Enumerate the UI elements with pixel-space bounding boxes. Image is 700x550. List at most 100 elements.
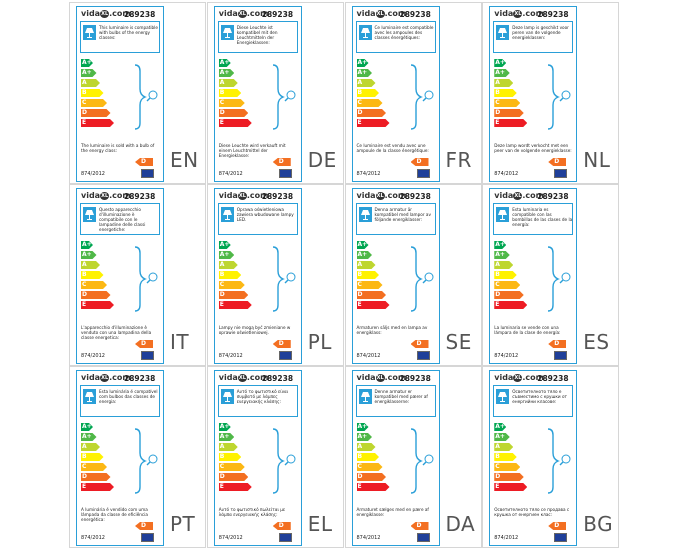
info-box: This luminaire is compatible with bulbs …	[80, 21, 160, 53]
eu-flag	[416, 533, 430, 542]
brand-logo: vidaXL.com	[81, 191, 131, 200]
class-bar: A++	[357, 59, 369, 67]
top-text: This luminaire is compatible with bulbs …	[99, 25, 158, 40]
logo-suffix: .com	[522, 9, 545, 18]
class-letter: A	[357, 79, 363, 86]
class-letter: C	[82, 99, 87, 106]
bottom-text: Осветителното тяло се продава с крушка о…	[494, 507, 570, 517]
eu-flag	[278, 351, 292, 360]
class-bar: A	[81, 79, 100, 87]
class-bar: D	[357, 291, 387, 299]
class-bar: E	[219, 119, 252, 127]
class-bar: A++	[357, 241, 369, 249]
class-letter: C	[219, 99, 225, 106]
class-letter: D	[82, 291, 87, 298]
class-bar: A	[494, 443, 513, 451]
class-letter: A+	[219, 433, 230, 440]
class-letter: A+	[219, 69, 230, 76]
class-letter: A++	[495, 423, 510, 430]
language-code: EN	[170, 148, 199, 172]
brace-bulb	[410, 246, 433, 312]
class-letter: D	[357, 291, 363, 298]
energy-label: vidaXL.com 289238 Diese Leuchte ist kompat…	[213, 6, 302, 182]
class-bar: A	[219, 443, 238, 451]
language-code: DE	[307, 148, 337, 172]
class-letter: A	[219, 261, 225, 268]
rating-letter: D	[141, 522, 146, 529]
class-bar: A+	[219, 69, 235, 77]
model-number: 289238	[399, 192, 431, 201]
bottom-text: L'apparecchio d'illuminazione è venduto …	[81, 325, 152, 340]
rating-letter: D	[416, 340, 422, 347]
label-cell: vidaXL.com 289238 Ce luminaire est compati…	[344, 2, 482, 184]
brand-logo: vidaXL.com	[219, 191, 269, 200]
logo-prefix: vida	[356, 191, 376, 200]
class-letter: A+	[495, 251, 505, 258]
class-letter: E	[82, 301, 87, 308]
class-letter: A+	[82, 433, 92, 440]
class-bar: A	[81, 443, 100, 451]
logo-suffix: .com	[109, 9, 131, 18]
rating-arrow: D	[135, 340, 153, 348]
class-letter: A+	[495, 433, 505, 440]
class-letter: D	[357, 109, 363, 116]
rating-letter: D	[416, 158, 422, 165]
class-bar: C	[357, 99, 383, 107]
info-box: Questo apparecchio d'illuminazione è com…	[80, 203, 160, 235]
lamp-icon	[83, 25, 96, 40]
rating-letter: D	[141, 340, 146, 347]
logo-mark: XL	[375, 10, 385, 18]
logo-suffix: .com	[246, 9, 269, 18]
label-cell: vidaXL.com 289238 Deze lamp is geschikt vo…	[482, 2, 620, 184]
brace-bulb	[272, 428, 296, 494]
class-letter: D	[495, 291, 501, 298]
class-bar: A	[219, 79, 238, 87]
logo-prefix: vida	[218, 191, 238, 200]
logo-mark: XL	[513, 10, 523, 18]
logo-suffix: .com	[384, 373, 407, 382]
energy-label: vidaXL.com 289238 Ce luminaire est compati…	[351, 6, 440, 182]
bottom-text: The luminaire is sold with a bulb of the…	[81, 143, 155, 153]
class-bar: A	[494, 261, 513, 269]
class-letter: B	[495, 89, 500, 96]
eu-flag	[416, 351, 430, 360]
eu-flag	[554, 169, 568, 178]
class-bar: A	[357, 443, 376, 451]
logo-prefix: vida	[356, 373, 376, 382]
language-code: IT	[170, 330, 190, 354]
energy-label: vidaXL.com 289238 Questo apparecchio d'ill…	[76, 188, 164, 364]
class-letter: E	[357, 483, 362, 490]
class-bar: A++	[219, 423, 231, 431]
class-bar: B	[357, 453, 380, 461]
top-text: Αυτό το φωτιστικό είναι συμβατό με λάμπε…	[236, 389, 289, 404]
class-letter: A	[219, 79, 225, 86]
class-letter: A+	[357, 69, 368, 76]
class-bar: D	[219, 291, 249, 299]
class-bar: A+	[494, 251, 510, 259]
class-letter: A++	[219, 59, 235, 66]
class-bar: E	[494, 119, 527, 127]
class-letter: D	[495, 473, 501, 480]
class-letter: D	[219, 473, 225, 480]
eu-flag	[278, 169, 292, 178]
class-letter: A++	[357, 241, 373, 248]
class-letter: A+	[82, 251, 92, 258]
class-bar: A+	[494, 433, 510, 441]
class-letter: A+	[357, 251, 368, 258]
regulation: 874/2012	[494, 171, 519, 177]
lamp-icon	[358, 207, 372, 222]
logo-suffix: .com	[109, 191, 131, 200]
model-number: 289238	[537, 374, 569, 383]
rating-letter: D	[278, 158, 284, 165]
class-letter: C	[219, 463, 225, 470]
class-bar: A++	[81, 59, 93, 67]
class-bar: B	[494, 271, 517, 279]
class-letter: C	[495, 463, 500, 470]
class-letter: D	[82, 109, 87, 116]
regulation: 874/2012	[356, 535, 381, 541]
lamp-icon	[496, 25, 510, 40]
class-letter: A+	[82, 69, 92, 76]
logo-prefix: vida	[494, 9, 514, 18]
rating-arrow: D	[548, 340, 567, 348]
class-letter: B	[495, 271, 500, 278]
